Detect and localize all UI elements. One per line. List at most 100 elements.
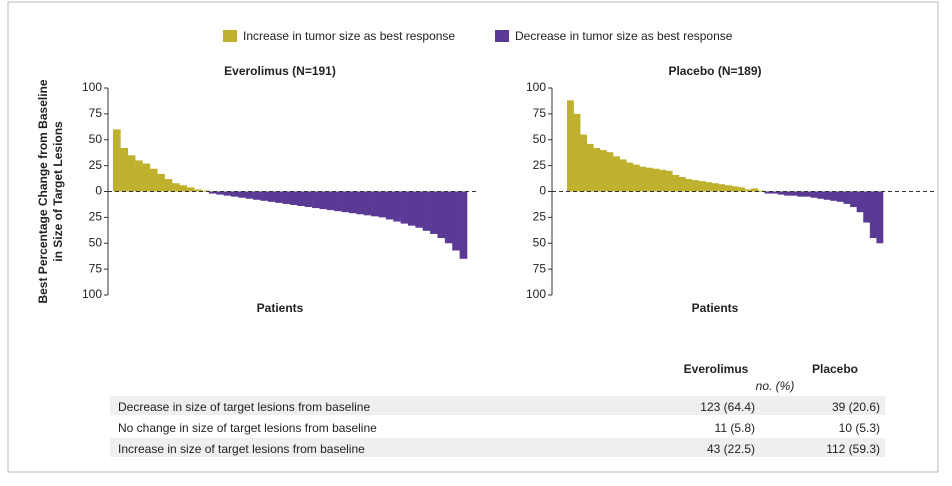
bar	[738, 187, 746, 192]
bar	[127, 155, 136, 192]
bar	[275, 191, 283, 203]
bar	[619, 159, 627, 192]
legend-label: Decrease in tumor size as best response	[515, 29, 733, 43]
bar	[312, 191, 320, 209]
bar	[567, 100, 574, 192]
bar	[113, 129, 121, 192]
bar	[725, 185, 732, 192]
chart-title: Everolimus (N=191)	[224, 64, 336, 78]
legend-swatch	[223, 30, 237, 42]
bar	[836, 191, 844, 202]
y-tick-label: 75	[89, 261, 103, 275]
bar	[415, 191, 424, 228]
table-row-bg	[110, 417, 885, 436]
bar	[245, 191, 254, 199]
bar	[843, 191, 851, 204]
y-tick-label: 50	[533, 235, 547, 249]
bar	[142, 163, 151, 192]
chart-title: Placebo (N=189)	[668, 64, 761, 78]
bar	[665, 170, 673, 192]
y-tick-label: 100	[82, 287, 102, 301]
bar	[705, 182, 713, 192]
cell: 39 (20.6)	[832, 400, 880, 414]
bar	[678, 177, 686, 192]
cell: 112 (59.3)	[826, 442, 880, 456]
cell: 11 (5.8)	[715, 421, 755, 435]
bar	[459, 191, 468, 259]
bar	[764, 191, 772, 194]
bar	[120, 148, 129, 192]
cell: 10 (5.3)	[839, 421, 880, 435]
bar	[378, 191, 387, 218]
bar	[326, 191, 335, 211]
bar	[692, 180, 699, 192]
bar	[393, 191, 401, 222]
bar	[341, 191, 350, 213]
bar	[349, 191, 357, 214]
bar	[639, 166, 647, 192]
bar	[751, 188, 759, 192]
bar	[186, 187, 195, 192]
bar	[164, 179, 173, 192]
bar	[356, 191, 365, 215]
bar	[711, 183, 719, 192]
x-axis-label: Patients	[692, 301, 739, 315]
bar	[573, 113, 581, 192]
bar	[586, 143, 594, 192]
bar	[319, 191, 328, 210]
bar	[646, 167, 653, 192]
bar	[179, 185, 188, 192]
y-tick-label: 100	[82, 80, 102, 94]
bar	[194, 189, 202, 192]
row-label: Decrease in size of target lesions from …	[118, 400, 370, 414]
legend-label: Increase in tumor size as best response	[243, 29, 455, 43]
bar	[223, 191, 232, 196]
y-tick-label: 50	[89, 132, 103, 146]
bar	[606, 152, 614, 192]
bar	[216, 191, 224, 195]
y-tick-label: 75	[533, 106, 547, 120]
bar	[698, 181, 706, 192]
bar	[157, 173, 165, 192]
bar	[135, 160, 143, 192]
bar	[790, 191, 798, 196]
bar	[863, 191, 871, 223]
y-tick-label: 100	[526, 287, 546, 301]
bar	[810, 191, 818, 198]
bar	[718, 184, 726, 192]
bar	[290, 191, 298, 205]
bar	[297, 191, 306, 206]
bar	[771, 191, 778, 194]
bar	[797, 191, 805, 197]
bar	[626, 162, 634, 192]
bar	[744, 189, 752, 192]
bar	[659, 169, 667, 192]
y-tick-label: 25	[89, 210, 103, 224]
bar	[334, 191, 342, 212]
bar	[400, 191, 409, 224]
bar	[804, 191, 811, 197]
column-header: Placebo	[812, 362, 858, 376]
bar	[149, 168, 158, 192]
bar	[452, 191, 460, 251]
row-label: No change in size of target lesions from…	[118, 421, 377, 435]
y-tick-label: 50	[89, 235, 103, 249]
y-tick-label: 0	[539, 184, 546, 198]
table-row-bg	[110, 396, 885, 415]
bar	[172, 183, 180, 192]
y-tick-label: 0	[95, 184, 102, 198]
bar	[652, 168, 660, 192]
unit-label: no. (%)	[756, 379, 795, 393]
x-axis-label: Patients	[257, 301, 304, 315]
bar	[817, 191, 825, 199]
bar	[430, 191, 438, 234]
bar	[282, 191, 291, 204]
bar	[444, 191, 453, 244]
legend-swatch	[495, 30, 509, 42]
bar	[260, 191, 269, 201]
bar	[685, 179, 693, 192]
y-tick-label: 50	[533, 132, 547, 146]
y-tick-label: 75	[89, 106, 103, 120]
row-label: Increase in size of target lesions from …	[118, 442, 365, 456]
bar	[672, 174, 680, 192]
